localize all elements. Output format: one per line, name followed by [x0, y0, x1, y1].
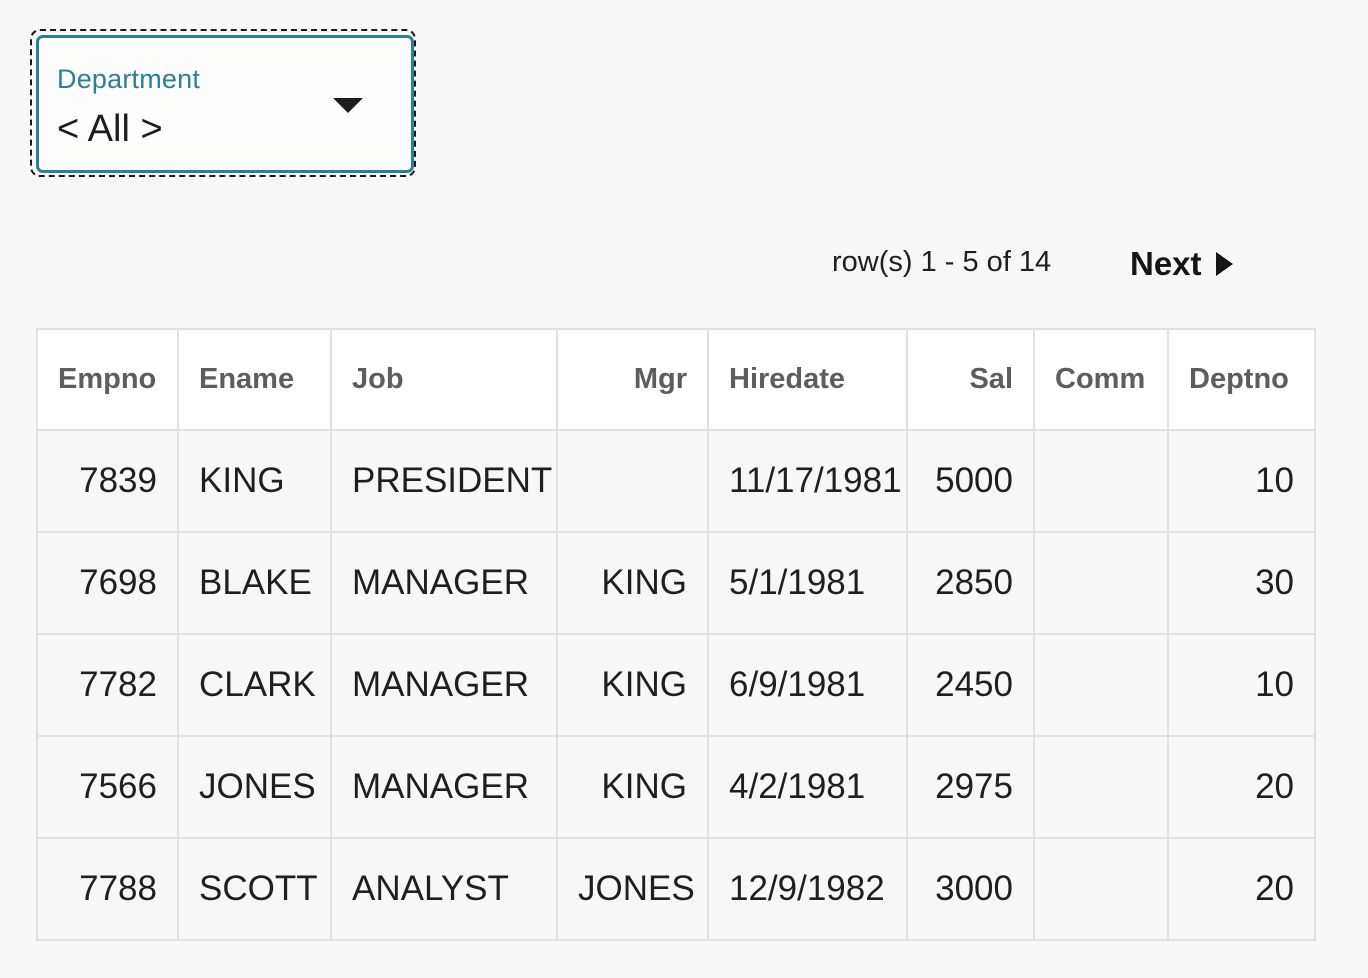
triangle-right-icon — [1215, 252, 1233, 276]
cell-comm — [1033, 531, 1169, 635]
cell-job: MANAGER — [330, 633, 558, 737]
column-header-hiredate[interactable]: Hiredate — [707, 328, 908, 431]
cell-sal: 2975 — [906, 735, 1035, 839]
table-row: 7698 BLAKE MANAGER KING 5/1/1981 2850 30 — [36, 531, 1316, 635]
employee-report-table: Empno Ename Job Mgr Hiredate Sal Comm De… — [36, 328, 1316, 941]
cell-deptno: 20 — [1167, 837, 1316, 941]
table-row: 7566 JONES MANAGER KING 4/2/1981 2975 20 — [36, 735, 1316, 839]
cell-deptno: 10 — [1167, 633, 1316, 737]
cell-job: ANALYST — [330, 837, 558, 941]
cell-ename: BLAKE — [177, 531, 332, 635]
column-header-mgr[interactable]: Mgr — [556, 328, 709, 431]
cell-empno: 7788 — [36, 837, 179, 941]
select-focus-outline — [30, 29, 416, 177]
column-header-deptno[interactable]: Deptno — [1167, 328, 1316, 431]
department-select-value: < All > — [57, 108, 163, 150]
column-header-comm[interactable]: Comm — [1033, 328, 1169, 431]
cell-sal: 2850 — [906, 531, 1035, 635]
cell-hiredate: 6/9/1981 — [707, 633, 908, 737]
pagination: row(s) 1 - 5 of 14 Next — [0, 242, 1368, 286]
cell-job: MANAGER — [330, 735, 558, 839]
department-select[interactable]: Department < All > — [36, 35, 414, 173]
next-page-link[interactable]: Next — [1130, 242, 1233, 286]
cell-sal: 5000 — [906, 429, 1035, 533]
cell-comm — [1033, 429, 1169, 533]
cell-hiredate: 11/17/1981 — [707, 429, 908, 533]
rows-info: row(s) 1 - 5 of 14 — [832, 246, 1052, 278]
cell-ename: SCOTT — [177, 837, 332, 941]
column-header-ename[interactable]: Ename — [177, 328, 332, 431]
cell-ename: KING — [177, 429, 332, 533]
cell-hiredate: 4/2/1981 — [707, 735, 908, 839]
cell-empno: 7839 — [36, 429, 179, 533]
department-select-label: Department — [57, 64, 201, 94]
column-header-job[interactable]: Job — [330, 328, 558, 431]
cell-deptno: 20 — [1167, 735, 1316, 839]
cell-hiredate: 12/9/1982 — [707, 837, 908, 941]
cell-deptno: 10 — [1167, 429, 1316, 533]
cell-sal: 3000 — [906, 837, 1035, 941]
cell-job: PRESIDENT — [330, 429, 558, 533]
cell-mgr: JONES — [556, 837, 709, 941]
cell-mgr — [556, 429, 709, 533]
cell-ename: JONES — [177, 735, 332, 839]
cell-hiredate: 5/1/1981 — [707, 531, 908, 635]
cell-mgr: KING — [556, 531, 709, 635]
cell-mgr: KING — [556, 633, 709, 737]
column-header-empno[interactable]: Empno — [36, 328, 179, 431]
cell-comm — [1033, 837, 1169, 941]
table-header-row: Empno Ename Job Mgr Hiredate Sal Comm De… — [36, 328, 1316, 431]
cell-comm — [1033, 633, 1169, 737]
cell-comm — [1033, 735, 1169, 839]
cell-empno: 7782 — [36, 633, 179, 737]
cell-empno: 7566 — [36, 735, 179, 839]
next-page-label: Next — [1130, 245, 1202, 282]
cell-deptno: 30 — [1167, 531, 1316, 635]
cell-empno: 7698 — [36, 531, 179, 635]
cell-sal: 2450 — [906, 633, 1035, 737]
cell-mgr: KING — [556, 735, 709, 839]
column-header-sal[interactable]: Sal — [906, 328, 1035, 431]
cell-ename: CLARK — [177, 633, 332, 737]
table-row: 7788 SCOTT ANALYST JONES 12/9/1982 3000 … — [36, 837, 1316, 941]
table-row: 7839 KING PRESIDENT 11/17/1981 5000 10 — [36, 429, 1316, 533]
cell-job: MANAGER — [330, 531, 558, 635]
caret-down-icon — [333, 98, 363, 113]
table-row: 7782 CLARK MANAGER KING 6/9/1981 2450 10 — [36, 633, 1316, 737]
